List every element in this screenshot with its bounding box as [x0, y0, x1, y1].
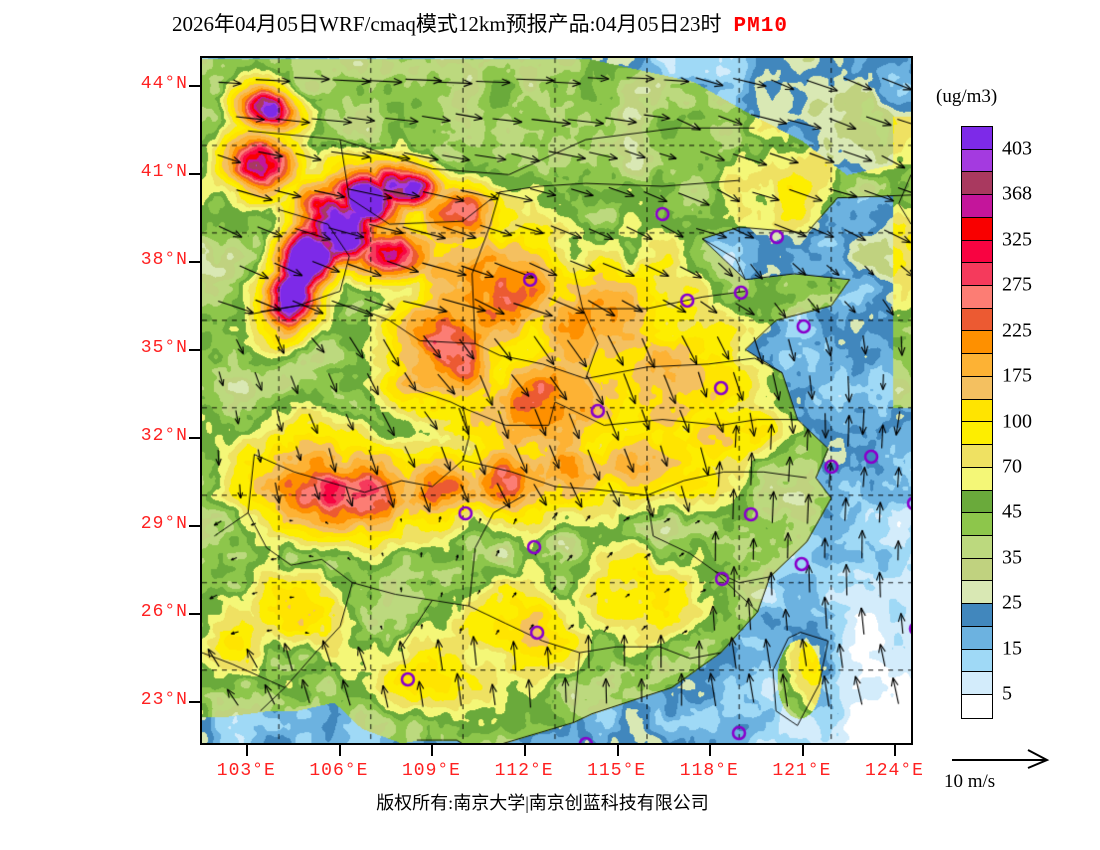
forecast-map[interactable] — [200, 56, 913, 745]
colorbar-band — [962, 490, 992, 514]
colorbar-band — [962, 399, 992, 423]
longitude-tick-label: 112°E — [494, 761, 554, 781]
latitude-tick-mark — [189, 261, 200, 264]
longitude-tick-mark — [338, 745, 341, 756]
longitude-tick-label: 106°E — [309, 761, 369, 781]
colorbar-band — [962, 581, 992, 605]
colorbar-tick-label: 175 — [1002, 364, 1032, 387]
colorbar-tick-label: 5 — [1002, 682, 1012, 705]
colorbar-tick-label: 403 — [1002, 137, 1032, 160]
colorbar-band — [962, 217, 992, 241]
colorbar-tick-label: 275 — [1002, 273, 1032, 296]
latitude-tick-mark — [189, 349, 200, 352]
colorbar-band — [962, 467, 992, 491]
latitude-tick-mark — [189, 173, 200, 176]
colorbar-band — [962, 263, 992, 287]
colorbar-band — [962, 308, 992, 332]
colorbar-band — [962, 149, 992, 173]
latitude-tick-label: 26°N — [140, 602, 188, 623]
latitude-tick-label: 35°N — [140, 338, 188, 359]
colorbar-tick-label: 25 — [1002, 591, 1022, 614]
map-raster-canvas[interactable] — [202, 58, 911, 743]
longitude-tick-mark — [616, 745, 619, 756]
colorbar-band — [962, 422, 992, 446]
longitude-tick-mark — [801, 745, 804, 756]
colorbar-band — [962, 195, 992, 218]
colorbar-band — [962, 672, 992, 695]
colorbar-tick-label: 100 — [1002, 410, 1032, 432]
longitude-tick-mark — [524, 745, 527, 756]
colorbar-tick-label: 368 — [1002, 182, 1032, 205]
longitude-tick-label: 115°E — [587, 761, 647, 781]
colorbar-tick-label: 15 — [1002, 637, 1022, 660]
latitude-tick-label: 38°N — [140, 250, 188, 271]
wind-scale-label: 10 m/s — [944, 771, 996, 792]
longitude-tick-label: 103°E — [216, 761, 276, 781]
latitude-tick-mark — [189, 701, 200, 704]
colorbar-tick-label: 35 — [1002, 546, 1022, 569]
colorbar-band — [962, 127, 992, 150]
colorbar-tick-label: 225 — [1002, 319, 1032, 342]
colorbar-band — [962, 535, 992, 559]
colorbar — [961, 126, 993, 719]
colorbar-tick-label: 325 — [1002, 228, 1032, 251]
longitude-tick-mark — [709, 745, 712, 756]
colorbar-band — [962, 376, 992, 400]
latitude-tick-mark — [189, 85, 200, 88]
longitude-tick-label: 124°E — [864, 761, 924, 781]
colorbar-band — [962, 331, 992, 355]
colorbar-tick-label: 45 — [1002, 500, 1022, 523]
copyright-footer: 版权所有:南京大学|南京创蓝科技有限公司 — [376, 793, 709, 813]
colorbar-band — [962, 286, 992, 309]
longitude-tick-mark — [894, 745, 897, 756]
colorbar-band — [962, 172, 992, 196]
colorbar-band — [962, 649, 992, 673]
wind-scale-arrow — [950, 748, 1080, 770]
latitude-tick-label: 44°N — [140, 74, 188, 95]
latitude-tick-mark — [189, 613, 200, 616]
colorbar-band — [962, 240, 992, 264]
latitude-tick-mark — [189, 525, 200, 528]
colorbar-units-label: (ug/m3) — [936, 86, 998, 107]
longitude-tick-mark — [431, 745, 434, 756]
colorbar-band — [962, 626, 992, 650]
longitude-tick-label: 109°E — [401, 761, 461, 781]
latitude-tick-label: 32°N — [140, 426, 188, 447]
colorbar-band — [962, 694, 992, 718]
colorbar-tick-label: 70 — [1002, 455, 1022, 478]
colorbar-band — [962, 558, 992, 582]
latitude-tick-label: 41°N — [140, 162, 188, 183]
colorbar-band — [962, 354, 992, 377]
latitude-tick-mark — [189, 437, 200, 440]
colorbar-band — [962, 513, 992, 536]
latitude-tick-label: 23°N — [140, 690, 188, 711]
longitude-tick-label: 118°E — [679, 761, 739, 781]
longitude-tick-label: 121°E — [772, 761, 832, 781]
colorbar-band — [962, 604, 992, 627]
colorbar-band — [962, 445, 992, 468]
page-title: 2026年04月05日WRF/cmaq模式12km预报产品:04月05日23时 P… — [0, 8, 960, 38]
latitude-tick-label: 29°N — [140, 514, 188, 535]
title-species-label: PM10 — [733, 15, 788, 38]
title-text: 2026年04月05日WRF/cmaq模式12km预报产品:04月05日23时 — [172, 12, 722, 36]
longitude-tick-mark — [246, 745, 249, 756]
